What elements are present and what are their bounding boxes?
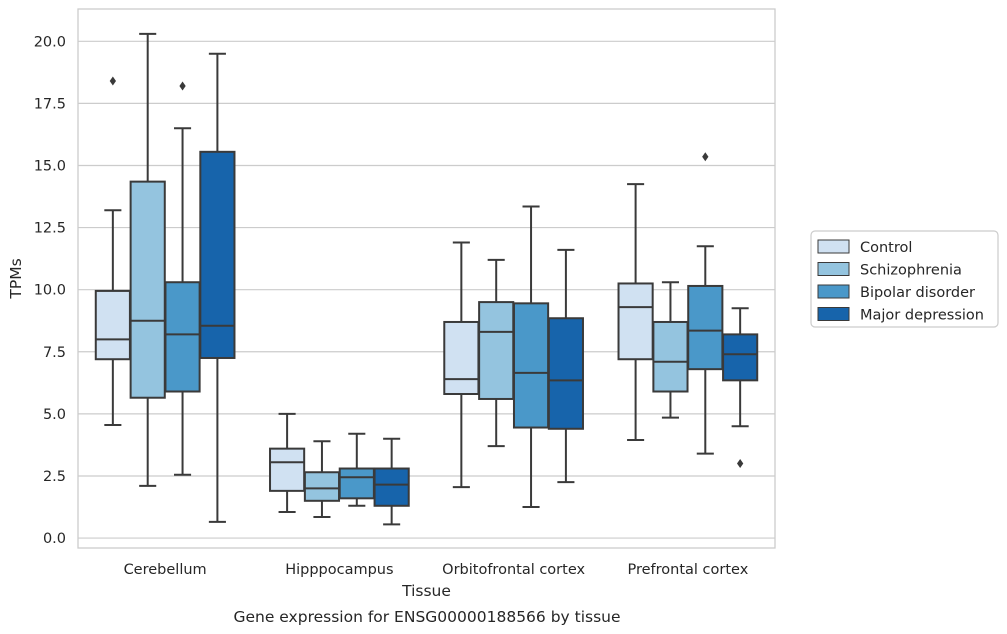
box-schizophrenia: [303, 440, 341, 518]
legend: Control Schizophrenia Bipolar disorder Majo…: [810, 230, 999, 328]
x-tick-label: Cerebellum: [124, 562, 207, 578]
legend-frame: [810, 230, 999, 328]
legend-swatch: [817, 262, 850, 276]
x-tick-labels: Cerebellum Hipppocampus Orbitofrontal cort…: [124, 562, 749, 578]
box-iqr: [164, 281, 201, 393]
legend-item: Control: [817, 239, 912, 256]
plot-frame: [77, 8, 776, 549]
x-tick-label: Orbitofrontal cortex: [442, 562, 585, 578]
outlier-point: [737, 459, 744, 469]
outlier-point: [702, 152, 709, 162]
box-iqr: [269, 447, 306, 492]
box-major-depression: [373, 437, 410, 526]
box-control: [443, 241, 480, 489]
legend-item: Major depression: [817, 307, 984, 324]
box-iqr: [652, 320, 689, 393]
chart-caption: Gene expression for ENSG00000188566 by t…: [233, 608, 620, 626]
box-iqr: [303, 471, 341, 502]
legend-label: Control: [860, 240, 912, 256]
legend-swatch: [817, 307, 850, 321]
box-schizophrenia: [652, 281, 689, 419]
box-schizophrenia: [129, 32, 166, 487]
box-iqr: [547, 317, 584, 430]
box-iqr: [94, 289, 131, 361]
x-tick-label: Prefrontal cortex: [627, 562, 748, 578]
box-iqr: [722, 333, 759, 382]
box-iqr: [687, 284, 724, 371]
x-axis-label: Tissue: [401, 582, 451, 600]
y-tick-label: 15.0: [34, 158, 66, 174]
y-tick-labels: 0.0 2.5 5.0 7.5 10.0 12.5 15.0 17.5 20.0: [34, 34, 66, 547]
box-iqr: [443, 320, 480, 395]
box-iqr: [373, 467, 410, 507]
y-tick-label: 2.5: [43, 469, 66, 485]
box-bipolar-disorder: [687, 152, 724, 455]
y-tick-label: 17.5: [34, 96, 66, 112]
y-tick-label: 7.5: [43, 345, 66, 361]
y-axis-label: TPMs: [7, 258, 25, 299]
box-bipolar-disorder: [512, 205, 550, 509]
box-iqr: [199, 150, 236, 359]
legend-swatch: [817, 239, 850, 254]
legend-label: Schizophrenia: [860, 263, 962, 279]
y-tick-label: 12.5: [34, 221, 66, 237]
y-tick-label: 0.0: [43, 531, 66, 547]
box-major-depression: [547, 248, 584, 484]
box-major-depression: [722, 307, 759, 469]
legend-item: Schizophrenia: [817, 262, 962, 279]
outlier-point: [179, 81, 186, 91]
box-iqr: [338, 467, 375, 500]
y-tick-label: 10.0: [34, 283, 66, 299]
x-tick-label: Hipppocampus: [285, 562, 393, 578]
legend-swatch: [817, 284, 850, 299]
legend-label: Major depression: [860, 308, 984, 324]
boxes: [94, 32, 759, 526]
outlier-point: [109, 76, 116, 86]
legend-label: Bipolar disorder: [860, 285, 975, 301]
y-tick-label: 5.0: [43, 407, 66, 423]
y-tick-label: 20.0: [34, 34, 66, 50]
box-control: [269, 412, 306, 513]
box-iqr: [512, 302, 550, 429]
box-iqr: [617, 282, 654, 361]
box-bipolar-disorder: [338, 432, 375, 507]
box-bipolar-disorder: [164, 81, 201, 476]
box-schizophrenia: [478, 258, 515, 448]
box-control: [617, 183, 654, 441]
legend-item: Bipolar disorder: [817, 284, 975, 301]
box-iqr: [129, 180, 166, 399]
box-iqr: [478, 301, 515, 400]
box-control: [94, 76, 131, 427]
box-major-depression: [199, 52, 236, 523]
